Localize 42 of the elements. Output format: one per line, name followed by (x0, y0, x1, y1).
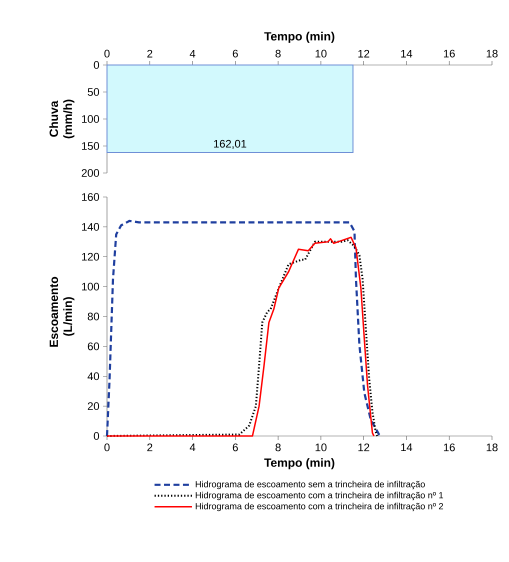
x-tick-label: 8 (276, 50, 281, 58)
x-tick-label: 16 (444, 50, 455, 58)
x-tick-label: 10 (316, 50, 327, 58)
x-tick-label: 18 (486, 444, 498, 452)
y-tick-label: 0 (94, 61, 100, 69)
x-tick-label: 14 (401, 444, 412, 452)
y-tick-label: 200 (82, 169, 100, 177)
x-tick-label: 0 (104, 444, 110, 452)
x-tick-label: 4 (190, 444, 196, 452)
x-tick-label: 16 (444, 444, 455, 452)
y-tick-label: 60 (88, 342, 100, 350)
annotation: 162,01 (214, 140, 246, 149)
x-tick-label: 6 (232, 50, 238, 58)
x-tick-label: 2 (147, 50, 152, 58)
x-tick-label: 4 (190, 50, 196, 58)
x-tick-label: 0 (104, 50, 110, 58)
x-tick-label: 18 (486, 50, 498, 58)
x-tick-label: 12 (358, 444, 370, 452)
y-tick-label: 140 (82, 223, 100, 231)
y-tick-label: 100 (82, 282, 100, 291)
y-axis-title: Chuva (mm/h) (49, 100, 74, 138)
y-axis-title: Escoamento (L/min) (50, 276, 74, 347)
y-tick-label: 80 (88, 312, 100, 320)
x-axis-title: Tempo (min) (264, 458, 334, 470)
x-tick-label: 2 (147, 444, 152, 452)
y-tick-label: 50 (88, 88, 100, 96)
y-tick-label: 20 (88, 402, 100, 410)
x-tick-label: 8 (276, 444, 281, 452)
y-tick-label: 0 (94, 432, 100, 440)
x-axis-title: Tempo (min) (264, 32, 334, 43)
legend-label: Hidrograma de escoamento com a trincheira de infiltração nº 1 (196, 492, 444, 500)
y-tick-label: 120 (82, 252, 100, 261)
y-tick-label: 160 (82, 193, 100, 201)
y-tick-label: 100 (82, 115, 100, 123)
x-tick-label: 12 (358, 50, 370, 58)
x-tick-label: 14 (401, 50, 412, 58)
y-tick-label: 150 (82, 142, 100, 150)
x-tick-label: 6 (232, 444, 238, 452)
legend-label: Hidrograma de escoamento sem a trincheira de infiltração (196, 480, 425, 490)
legend-label: Hidrograma de escoamento com a trincheira de infiltração nº 2 (196, 502, 444, 512)
x-tick-label: 10 (316, 444, 327, 452)
y-tick-label: 40 (88, 372, 100, 380)
